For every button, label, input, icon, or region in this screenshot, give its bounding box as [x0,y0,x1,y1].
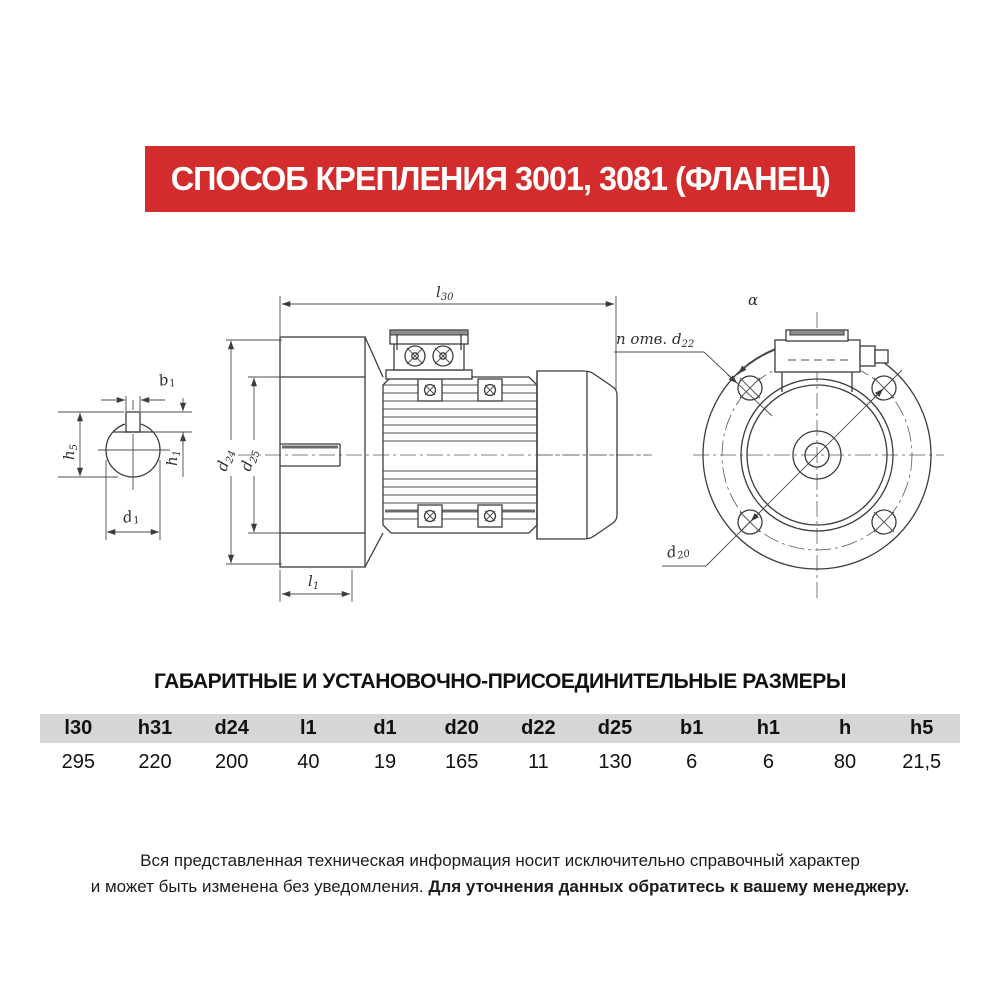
disclaimer-line-2: и может быть изменена без уведомления. Д… [90,877,910,896]
red-title-banner: СПОСОБ КРЕПЛЕНИЯ 3001, 3081 (ФЛАНЕЦ) [145,146,855,212]
technical-drawing: b1 h5 h1 d1 [58,283,944,602]
table-value-cell: 220 [138,751,172,773]
table-header-cell: d1 [373,717,397,739]
table-value-cell: 165 [445,751,479,773]
table-header-cell: b1 [680,717,704,739]
dim-label-b1: b1 [157,369,177,392]
dim-label-n-holes-d22: n отв. d22 [616,330,694,350]
table-header-cell: l1 [300,717,317,739]
disclaimer-bold-text: Для уточнения данных обратитесь к вашему… [428,877,910,896]
table-value-cell: 295 [61,751,96,773]
table-value-cell: 11 [527,751,549,773]
dimensions-table: l30 h31 d24 l1 d1 d20 d22 d25 b1 h1 h h5… [40,714,960,777]
banner-title: СПОСОБ КРЕПЛЕНИЯ 3001, 3081 (ФЛАНЕЦ) [170,160,831,197]
table-value-cell: 40 [297,751,320,773]
motor-side-view: l30 d24 d25 l1 [213,283,652,602]
dim-label-alpha: α [748,291,758,309]
section-heading: ГАБАРИТНЫЕ И УСТАНОВОЧНО-ПРИСОЕДИНИТЕЛЬН… [153,670,846,693]
mounting-lugs [417,378,503,528]
shaft-end-view: b1 h5 h1 d1 [58,369,192,540]
table-header-cell: h [838,717,852,739]
table-header-cell: h1 [756,717,781,739]
dim-label-d1: d1 [121,506,141,529]
table-header-cell: d24 [214,717,249,739]
table-header-row: l30 h31 d24 l1 d1 d20 d22 d25 b1 h1 h h5 [40,714,960,743]
table-value-cell: 19 [373,751,397,773]
table-value-cell: 21,5 [902,751,942,773]
table-value-cell: 80 [833,751,857,773]
table-header-cell: d25 [597,717,633,739]
table-header-cell: d22 [521,717,556,739]
table-values-row: 295 220 200 40 19 165 11 130 6 6 80 21,5 [40,743,960,777]
table-header-cell: l30 [64,717,93,739]
table-value-cell: 6 [686,751,698,773]
table-value-cell: 130 [598,751,632,773]
dim-label-h1: h1 [163,450,183,466]
dim-label-h5: h5 [60,444,80,460]
dim-label-d24: d24 [213,446,239,473]
terminal-box [385,329,473,380]
disclaimer-line-1: Вся представленная техническая информаци… [140,851,860,870]
table-value-cell: 6 [762,751,774,773]
dim-label-l1: l1 [308,572,319,592]
terminal-box-front [774,329,889,392]
dim-label-d25: d25 [237,446,263,473]
table-header-cell: h5 [910,717,934,739]
dim-label-d20: d20 [665,540,692,564]
table-header-cell: h31 [137,717,173,739]
footer-disclaimer: Вся представленная техническая информаци… [0,848,1000,900]
dim-label-l30: l30 [436,283,454,303]
table-header-cell: d20 [444,717,479,739]
flange-front-view: d20 α n отв. d22 [614,291,944,598]
table-value-cell: 200 [214,751,249,773]
